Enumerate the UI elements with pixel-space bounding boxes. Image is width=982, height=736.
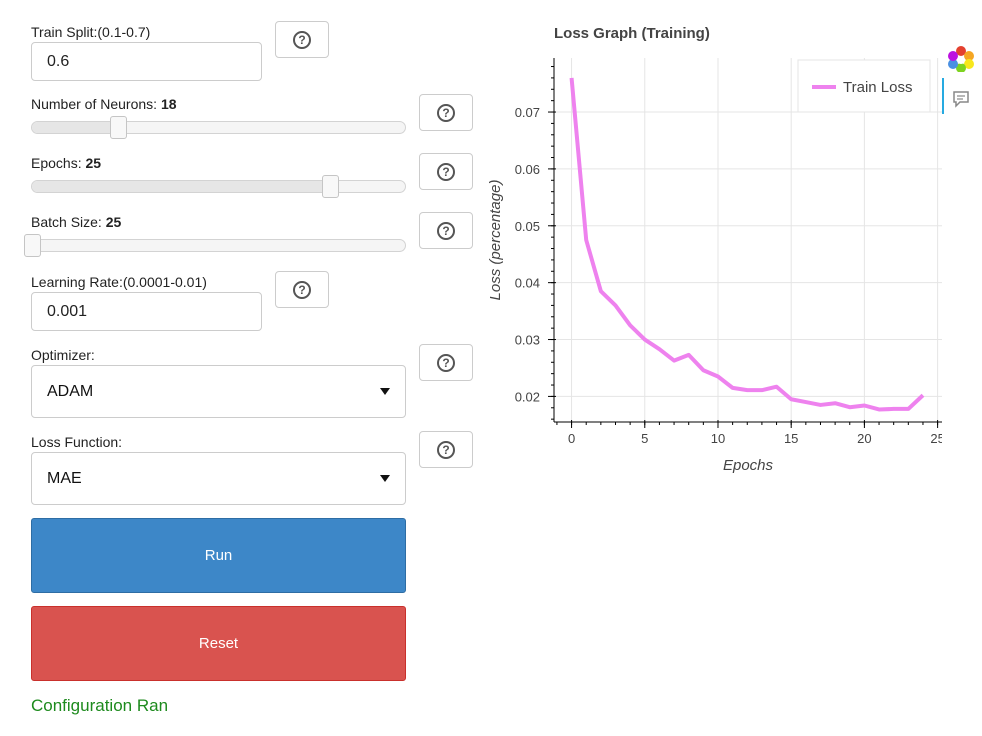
- y-tick-label: 0.07: [515, 105, 540, 120]
- hover-tool-icon[interactable]: [952, 90, 970, 108]
- learning-rate-help-button[interactable]: ?: [275, 271, 329, 308]
- loss-chart: Loss Graph (Training) 0 5 10 15 20 25 0.02 0.03 0…: [487, 25, 942, 474]
- x-tick-label: 0: [568, 431, 575, 446]
- epochs-slider-fill: [32, 181, 331, 192]
- batch-size-label: Batch Size: 25: [31, 214, 122, 230]
- y-axis-label: Loss (percentage): [487, 180, 504, 301]
- x-tick-label: 15: [784, 431, 798, 446]
- y-tick-label: 0.02: [515, 389, 540, 404]
- x-tick-label: 25: [930, 431, 942, 446]
- legend-label: Train Loss: [843, 79, 912, 96]
- optimizer-label: Optimizer:: [31, 347, 95, 363]
- y-tick-label: 0.04: [515, 276, 540, 291]
- optimizer-help-button[interactable]: ?: [419, 344, 473, 381]
- dropdown-caret-icon: [380, 475, 390, 482]
- neurons-value: 18: [160, 96, 177, 112]
- epochs-slider[interactable]: [31, 175, 406, 198]
- batch-size-slider-handle[interactable]: [24, 234, 41, 257]
- y-tick-label: 0.05: [515, 219, 540, 234]
- reset-button[interactable]: Reset: [31, 606, 406, 681]
- epochs-value: 25: [85, 155, 102, 171]
- question-circle-icon: ?: [437, 103, 455, 122]
- question-circle-icon: ?: [437, 440, 455, 459]
- run-button[interactable]: Run: [31, 518, 406, 593]
- neurons-slider-handle[interactable]: [109, 116, 127, 139]
- question-circle-icon: ?: [437, 353, 455, 372]
- neurons-label: Number of Neurons: 18: [31, 96, 177, 112]
- neurons-slider[interactable]: [31, 116, 406, 139]
- dropdown-caret-icon: [380, 388, 390, 395]
- optimizer-select[interactable]: ADAM: [31, 365, 406, 418]
- question-circle-icon: ?: [293, 30, 311, 49]
- toolbar-active-indicator: [942, 78, 944, 114]
- question-circle-icon: ?: [437, 162, 455, 181]
- epochs-slider-handle[interactable]: [322, 175, 340, 198]
- loss-function-selected-value: MAE: [47, 469, 82, 487]
- x-axis-label: Epochs: [723, 457, 774, 474]
- train-split-input[interactable]: [31, 42, 262, 81]
- optimizer-selected-value: ADAM: [47, 382, 94, 400]
- loss-function-label: Loss Function:: [31, 434, 123, 450]
- batch-size-value: 25: [105, 214, 122, 230]
- loss-function-select[interactable]: MAE: [31, 452, 406, 505]
- train-loss-line: [569, 77, 925, 412]
- loss-function-help-button[interactable]: ?: [419, 431, 473, 468]
- batch-size-slider[interactable]: [24, 234, 406, 257]
- epochs-help-button[interactable]: ?: [419, 153, 473, 190]
- y-tick-label: 0.06: [515, 162, 540, 177]
- chart-title: Loss Graph (Training): [554, 25, 710, 42]
- x-tick-label: 20: [857, 431, 871, 446]
- learning-rate-input[interactable]: [31, 292, 262, 331]
- status-message: Configuration Ran: [31, 696, 169, 715]
- learning-rate-label: Learning Rate:(0.0001-0.01): [31, 274, 207, 290]
- y-tick-label: 0.03: [515, 333, 540, 348]
- x-tick-label: 5: [641, 431, 648, 446]
- bokeh-logo-icon[interactable]: [948, 46, 974, 72]
- epochs-label: Epochs: 25: [31, 155, 102, 171]
- train-split-help-button[interactable]: ?: [275, 21, 329, 58]
- neurons-slider-fill: [32, 122, 118, 133]
- neurons-help-button[interactable]: ?: [419, 94, 473, 131]
- question-circle-icon: ?: [293, 280, 311, 299]
- train-split-label: Train Split:(0.1-0.7): [31, 24, 151, 40]
- question-circle-icon: ?: [437, 221, 455, 240]
- chart-toolbar: [942, 40, 974, 120]
- batch-size-help-button[interactable]: ?: [419, 212, 473, 249]
- x-tick-label: 10: [711, 431, 725, 446]
